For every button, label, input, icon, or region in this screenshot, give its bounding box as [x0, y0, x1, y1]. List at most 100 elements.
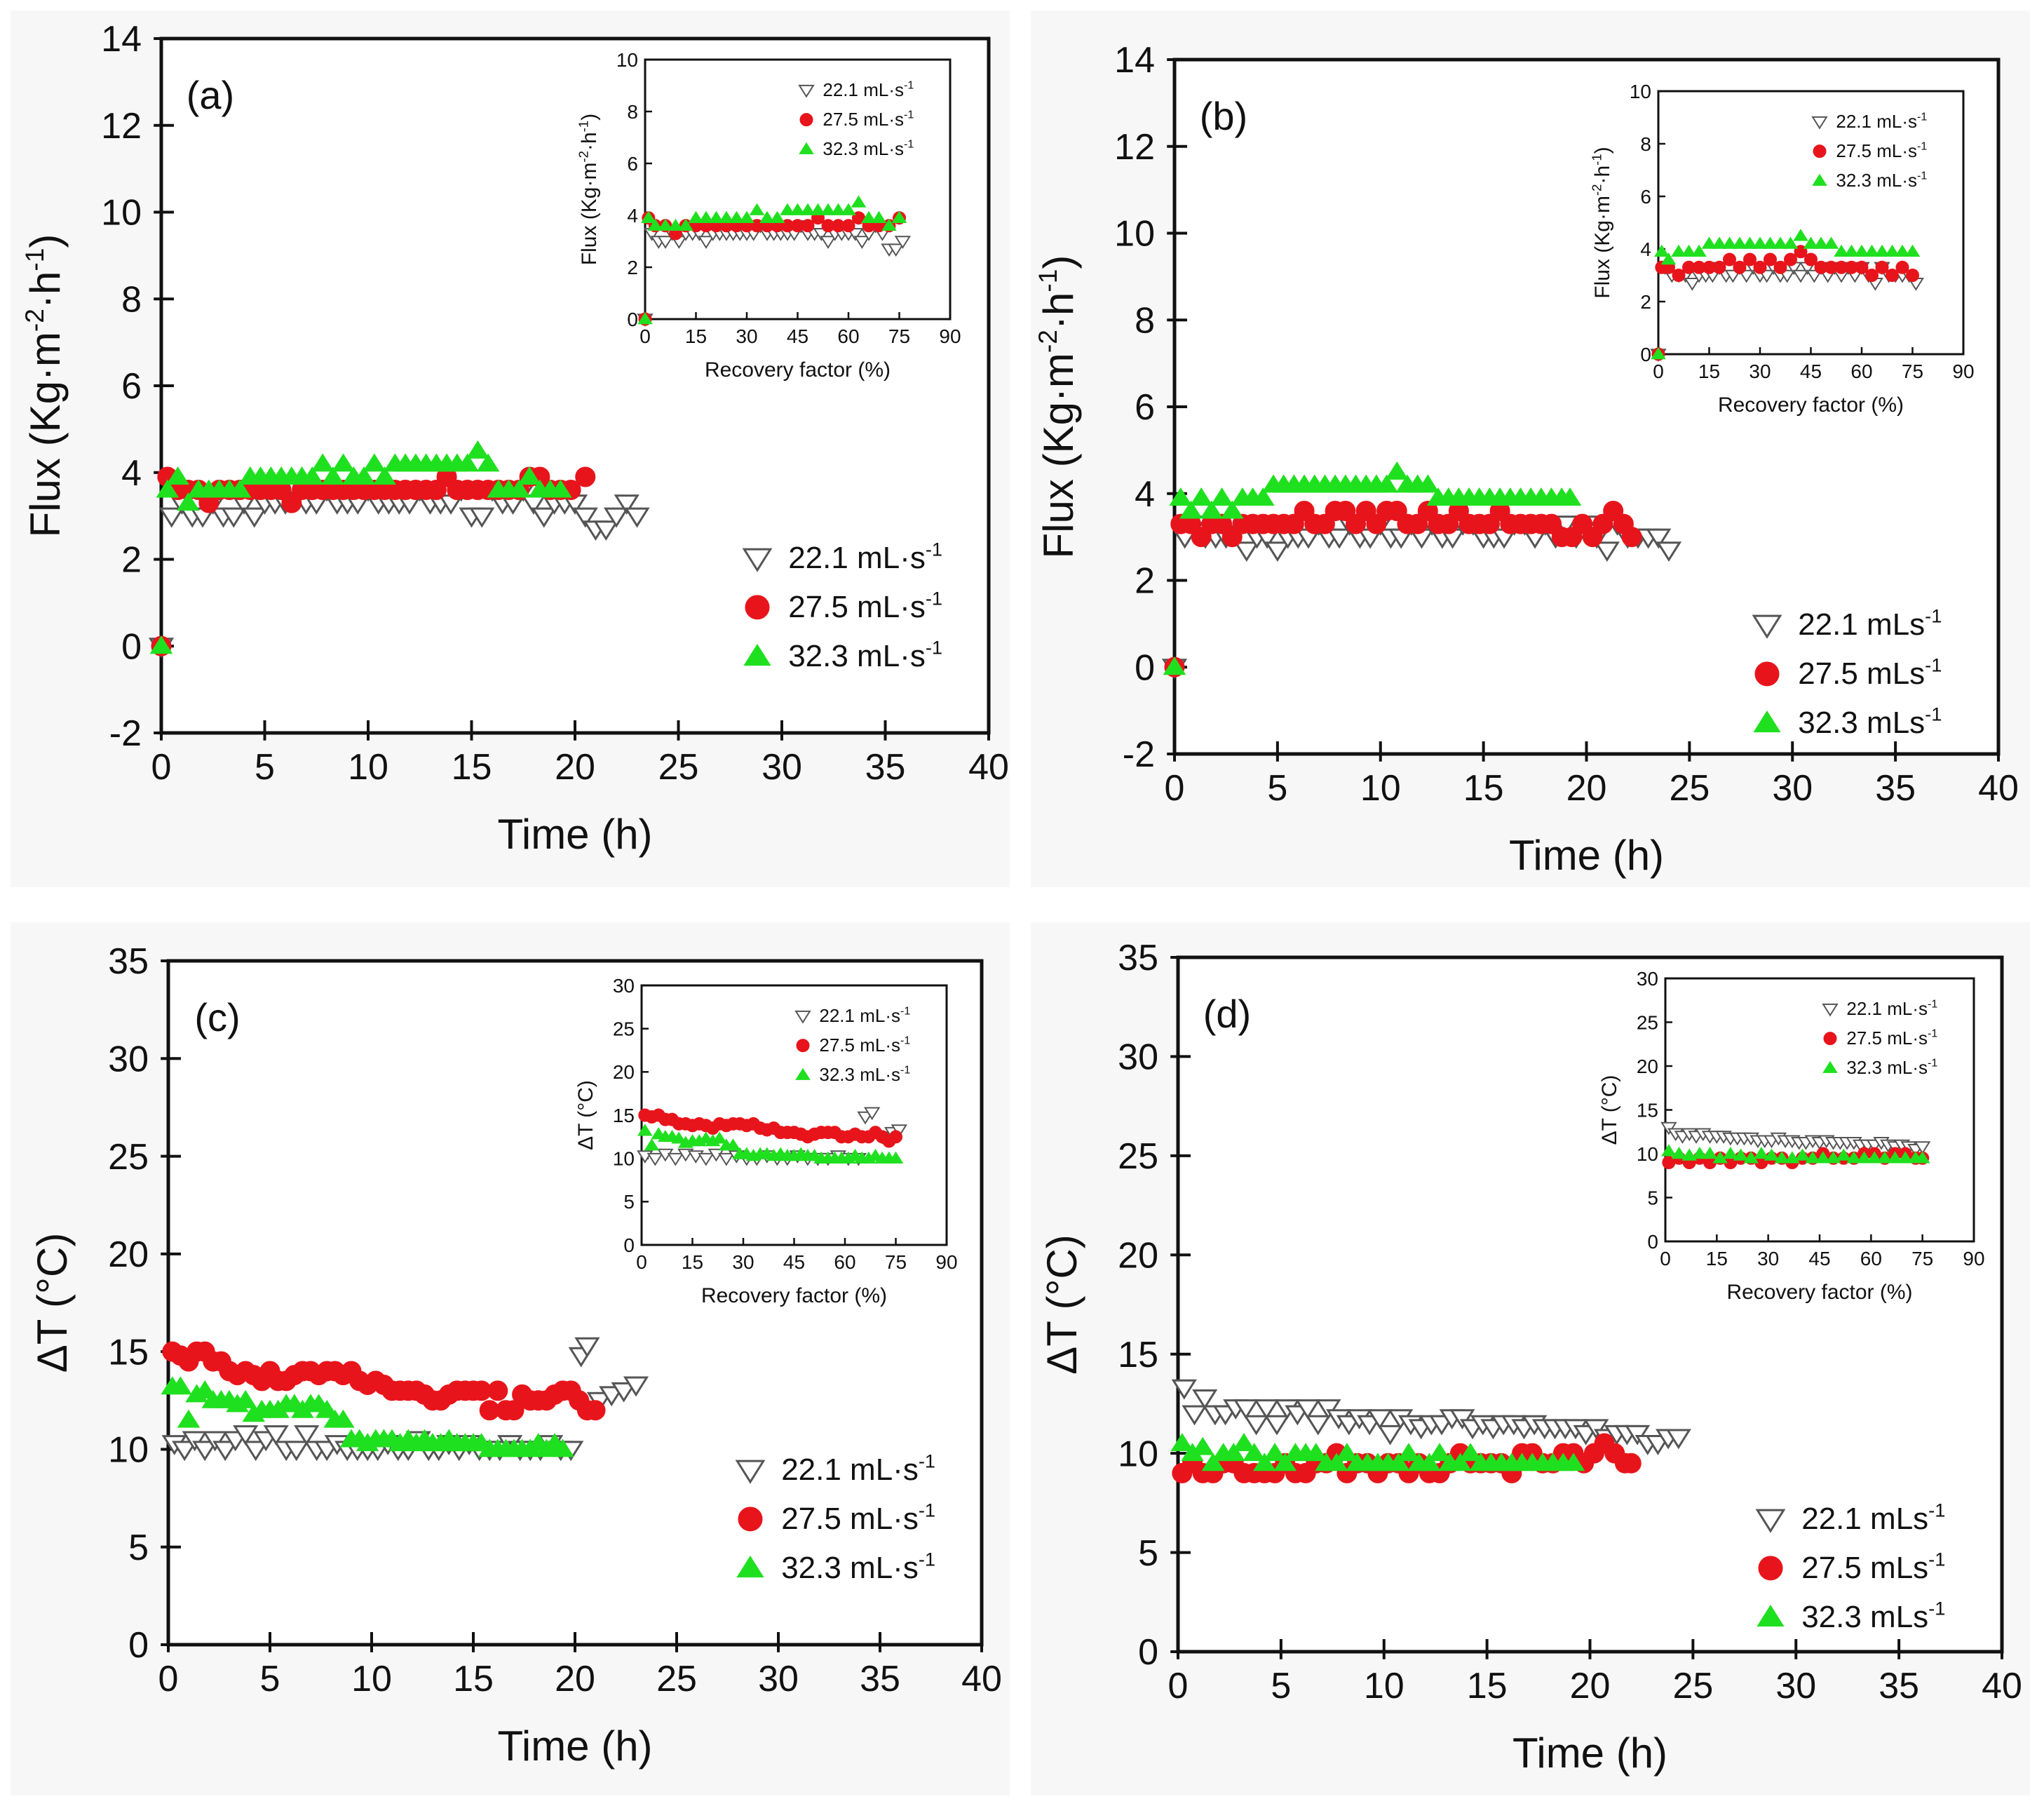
inset-data-point: [889, 1130, 902, 1144]
inset-data-point: [641, 210, 656, 223]
y-tick-label: 15: [613, 1105, 635, 1126]
inset-data-point: [1855, 260, 1869, 274]
y-tick-label: 30: [1637, 968, 1658, 990]
inset-data-point: [810, 203, 826, 215]
series-32.3: [149, 440, 572, 654]
inset-chart: 0 15 30 45 60 75 90 0 5 10 15 20 25 30 Recovery factor…: [1598, 968, 1985, 1304]
data-point: [572, 507, 598, 528]
y-axis-label: ΔT (°C): [1038, 1234, 1085, 1375]
inset-data-point: [1684, 278, 1701, 291]
x-tick-label: 90: [1952, 360, 1974, 382]
inset-chart: 0 15 30 45 60 75 90 0 5 10 15 20 25 30 Recovery factor…: [574, 975, 958, 1307]
y-tick-label: 30: [1118, 1037, 1158, 1078]
x-tick-label: 75: [885, 1251, 907, 1273]
data-point: [469, 507, 495, 528]
inset-data-point: [1712, 1151, 1728, 1164]
inset-x-axis-label: Recovery factor (%): [701, 1284, 887, 1307]
y-tick-label: 6: [1640, 186, 1651, 208]
inset-data-point: [1815, 1151, 1831, 1164]
y-tick-label: 15: [1637, 1099, 1658, 1121]
inset-data-point: [846, 228, 864, 241]
data-point: [177, 492, 200, 511]
data-point: [1385, 461, 1409, 480]
y-tick-label: 4: [627, 205, 638, 227]
y-tick-label: 4: [1135, 474, 1155, 515]
inset-data-point: [861, 210, 877, 223]
inset-series-32.3: [637, 1124, 904, 1164]
inset-data-point: [1773, 236, 1788, 249]
y-tick-label: 5: [1647, 1187, 1658, 1208]
data-point: [487, 1380, 508, 1401]
y-tick-label: 10: [108, 1430, 149, 1471]
y-tick-label: 0: [1640, 344, 1651, 365]
x-tick-label: 30: [732, 1251, 754, 1273]
x-tick-label: 90: [939, 325, 961, 347]
inset-data-point: [1875, 260, 1889, 274]
inset-data-point: [671, 1131, 686, 1144]
data-point: [1264, 1415, 1290, 1436]
data-point: [1220, 500, 1244, 519]
inset-data-point: [657, 236, 674, 249]
data-point: [263, 1425, 289, 1446]
data-point: [233, 1425, 259, 1446]
data-point: [1416, 474, 1440, 493]
inset-data-point: [1764, 252, 1777, 267]
x-tick-label: 75: [1911, 1248, 1933, 1269]
inset-data-point: [800, 203, 815, 215]
x-tick-label: 15: [682, 1251, 703, 1273]
inset-data-point: [1732, 236, 1747, 249]
x-tick-label: 30: [736, 325, 757, 347]
inset-plot-frame: [644, 58, 952, 321]
y-tick-label: 6: [121, 366, 142, 407]
data-point: [508, 479, 531, 498]
inset-data-point: [1904, 244, 1921, 257]
inset-plot-frame: [1657, 90, 1965, 356]
inset-data-point: [1762, 236, 1778, 249]
y-tick-label: 0: [627, 309, 638, 330]
inset-data-point: [1733, 1148, 1749, 1161]
data-point: [593, 520, 619, 541]
legend-marker: [1752, 614, 1782, 639]
inset-data-point: [759, 210, 775, 223]
data-point: [294, 1425, 320, 1446]
x-tick-label: 10: [348, 747, 388, 788]
data-point: [1200, 500, 1224, 519]
panel-label: (c): [194, 995, 240, 1039]
inset-data-point: [739, 210, 754, 223]
inset-legend-marker: [796, 1039, 810, 1053]
inset-legend-marker: [1812, 173, 1827, 186]
chart-panel-d: 0 5 10 15 20 25 30 35 40 0 5 10 15 20 25 30 35 (d) Time (h…: [1031, 922, 2030, 1795]
x-tick-label: 15: [1698, 360, 1720, 382]
x-tick-label: 0: [636, 1251, 647, 1273]
inset-legend-label: 32.3 mL·s-1: [1836, 170, 1927, 191]
inset-data-point: [894, 236, 912, 249]
inset-x-axis-label: Recovery factor (%): [1718, 393, 1904, 417]
inset-x-axis-label: Recovery factor (%): [705, 358, 891, 382]
y-tick-label: 10: [613, 1147, 635, 1169]
inset-data-point: [1743, 252, 1757, 267]
data-point: [1375, 474, 1398, 493]
inset-data-point: [830, 203, 846, 215]
data-point: [1377, 1424, 1403, 1446]
data-point: [166, 466, 189, 485]
data-point: [466, 440, 489, 459]
x-tick-label: 30: [1757, 1248, 1779, 1269]
data-point: [241, 507, 267, 528]
inset-data-point: [647, 218, 663, 231]
inset-data-point: [1884, 244, 1900, 257]
data-point: [1222, 1443, 1245, 1462]
inset-legend-label: 22.1 mL·s-1: [823, 79, 914, 100]
x-tick-label: 5: [260, 1659, 280, 1699]
data-point: [1594, 541, 1620, 562]
data-point: [315, 1399, 339, 1418]
x-tick-label: 90: [935, 1251, 957, 1273]
y-tick-label: -2: [109, 713, 142, 754]
data-point: [549, 479, 572, 498]
legend-label: 22.1 mLs-1: [1801, 1499, 1945, 1536]
y-tick-label: 10: [101, 193, 142, 234]
inset-data-point: [853, 236, 871, 249]
y-tick-label: 4: [121, 453, 142, 494]
x-tick-label: 25: [1669, 768, 1710, 809]
x-axis-label: Time (h): [1512, 1730, 1667, 1777]
